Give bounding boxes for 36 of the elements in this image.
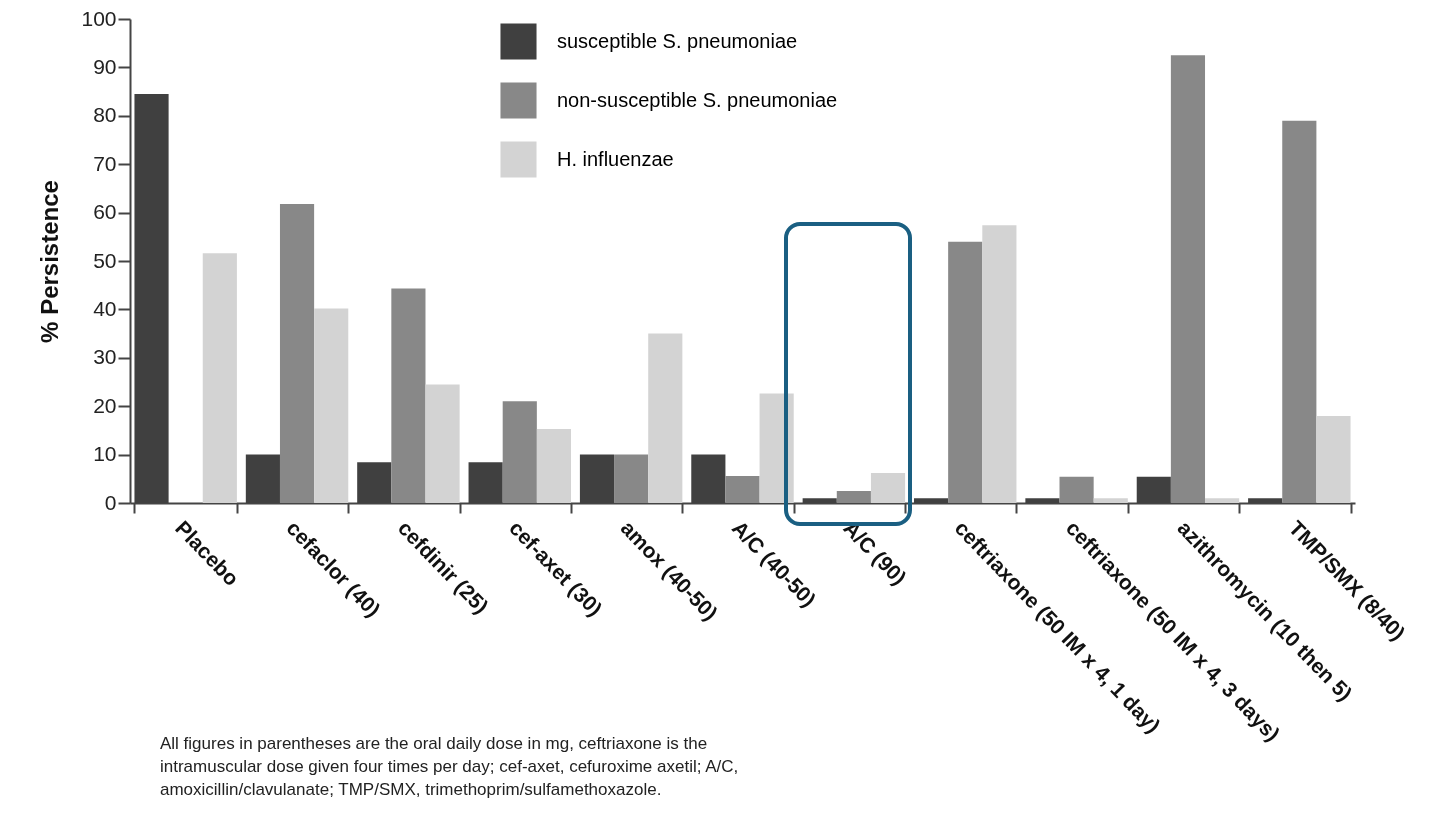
y-tick-label: 40 (93, 296, 117, 320)
bar (836, 490, 871, 503)
bar (202, 253, 237, 503)
bar (1282, 120, 1317, 503)
bar (391, 288, 426, 503)
bar (314, 308, 349, 503)
bar (648, 333, 683, 503)
bar (1316, 415, 1351, 503)
bar (948, 241, 983, 503)
bar (725, 475, 760, 503)
legend-label: susceptible S. pneumoniae (557, 29, 798, 52)
y-tick-label: 60 (93, 200, 117, 224)
bar (502, 401, 537, 503)
bar (1093, 498, 1128, 503)
bar (536, 428, 571, 503)
legend-label: H. influenzae (557, 147, 674, 170)
bar (870, 472, 906, 503)
text: All figures in parentheses are the oral daily dose in mg, ceftriaxone is the intramuscular dose given four times per day; cef-axet, cefuroxime axetil; A/C, amoxicillin/clavulanate; TMP/SMX, trimethoprim/sulfamethoxazole. (160, 733, 740, 801)
y-tick-label: 80 (93, 103, 117, 127)
bar (1059, 476, 1094, 503)
y-tick-label: 20 (93, 393, 117, 417)
bar (982, 225, 1017, 503)
y-tick-label: 50 (93, 248, 117, 272)
bar (425, 384, 460, 503)
bar (279, 203, 315, 503)
legend-label: non-susceptible S. pneumoniae (557, 88, 838, 111)
y-tick-label: 100 (81, 6, 117, 30)
y-tick-label: 90 (93, 54, 117, 78)
y-tick-label: 70 (93, 151, 117, 175)
y-axis-title: % Persistence (36, 180, 64, 343)
y-tick-label: 0 (104, 490, 117, 514)
bar (1170, 55, 1206, 503)
y-tick-label: 30 (93, 345, 117, 369)
bar (1205, 498, 1240, 503)
y-tick-label: 10 (93, 442, 117, 466)
bar (614, 454, 649, 503)
